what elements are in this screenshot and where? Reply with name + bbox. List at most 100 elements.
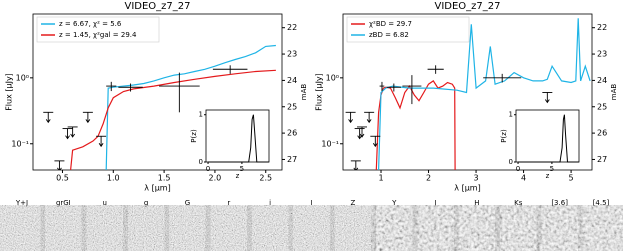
cutout-label: Y xyxy=(391,199,397,207)
cutout-image xyxy=(375,209,414,247)
plot-frame xyxy=(342,13,593,171)
pz-line xyxy=(208,114,269,163)
inset-x-label: z xyxy=(236,172,240,180)
cutout-label: J xyxy=(434,199,437,207)
y2-tick-label: 24 xyxy=(597,76,607,85)
cutout-image xyxy=(85,209,124,247)
sed-line xyxy=(375,80,456,170)
upper-limit-arrow xyxy=(85,112,91,124)
legend-label: χ²BD = 29.7 xyxy=(369,20,412,28)
legend-box xyxy=(346,16,470,43)
x-tick-label: 5 xyxy=(569,174,574,183)
cutout-label: H xyxy=(474,199,479,207)
inset-y-tick-label: 0 xyxy=(509,158,513,166)
sed-line xyxy=(105,44,276,170)
upper-limit-arrow xyxy=(366,112,372,124)
cutout-label: i xyxy=(269,199,271,207)
cutout-image xyxy=(582,209,620,247)
x-tick-label: 4 xyxy=(521,174,526,183)
upper-limit-arrow xyxy=(348,112,353,124)
inset-x-tick-label: 5 xyxy=(550,165,554,173)
cutout-image xyxy=(457,209,496,247)
cutout-image xyxy=(292,209,331,247)
chart-title: VIDEO_z7_27 xyxy=(434,1,500,12)
cutout-label: I xyxy=(310,199,312,207)
x-tick-label: 1.5 xyxy=(158,174,171,183)
cutout-image xyxy=(168,209,207,247)
y-tick-label: 10⁰ xyxy=(326,73,339,82)
x-tick-label: 2.5 xyxy=(259,174,272,183)
cutout-label: u xyxy=(102,199,106,207)
y2-tick-label: 25 xyxy=(287,102,297,111)
plot-area xyxy=(345,18,591,170)
inset-y-tick-label: 1 xyxy=(199,111,203,119)
legend-label: z = 6.67, χ² = 5.6 xyxy=(59,20,122,28)
cutout-label: G xyxy=(185,199,190,207)
inset-y-tick-label: 1 xyxy=(509,111,513,119)
x-tick-label: 1 xyxy=(378,174,383,183)
cutout-image xyxy=(44,209,83,247)
inset-x-tick-label: 0 xyxy=(516,165,520,173)
y2-axis-label: mAB xyxy=(300,84,308,101)
y2-tick-label: 24 xyxy=(287,76,297,85)
y2-tick-label: 23 xyxy=(287,50,297,59)
cutout-image xyxy=(333,209,372,247)
inset-x-tick-label: 0 xyxy=(206,165,210,173)
sed-line xyxy=(70,69,276,170)
upper-limit-arrow xyxy=(45,112,51,124)
inset-y-label: P(z) xyxy=(500,129,508,143)
cutout-image xyxy=(540,209,579,247)
x-tick-label: 3 xyxy=(474,174,479,183)
y2-tick-label: 25 xyxy=(597,102,607,111)
upper-limit-arrow xyxy=(353,160,359,170)
inset-frame xyxy=(205,109,270,163)
x-axis-label: λ [μm] xyxy=(454,184,480,193)
legend-box xyxy=(36,16,160,43)
y2-tick-label: 22 xyxy=(597,23,607,32)
upper-limit-arrow xyxy=(544,92,550,104)
x-tick-label: 2 xyxy=(426,174,431,183)
y2-tick-label: 26 xyxy=(597,129,607,138)
legend-label: z = 1.45, χ²gal = 29.4 xyxy=(59,31,137,39)
upper-limit-arrow xyxy=(98,136,104,148)
cutout-label: Y+J xyxy=(15,199,28,207)
x-tick-label: 0.5 xyxy=(56,174,69,183)
upper-limit-arrow xyxy=(359,126,365,138)
cutout-label: r xyxy=(227,199,230,207)
y-tick-label: 10⁻¹ xyxy=(321,139,339,148)
x-tick-label: 2.0 xyxy=(209,174,222,183)
upper-limit-arrow xyxy=(357,128,363,140)
upper-limit-arrow xyxy=(65,128,70,140)
inset-frame xyxy=(515,109,580,163)
cutout-label: Z xyxy=(350,199,355,207)
sed-line xyxy=(378,18,591,170)
y-tick-label: 10⁰ xyxy=(16,73,29,82)
y2-tick-label: 27 xyxy=(597,155,607,164)
chart-title: VIDEO_z7_27 xyxy=(124,1,190,12)
cutout-image xyxy=(251,209,290,247)
pz-line xyxy=(518,114,579,163)
legend-label: zBD = 6.82 xyxy=(369,31,409,39)
cutout-label: Ks xyxy=(514,199,523,207)
y-tick-label: 10⁻¹ xyxy=(11,139,29,148)
cutout-label: grGI xyxy=(56,199,71,207)
y-axis-label: Flux [μJy] xyxy=(5,73,14,111)
x-tick-label: 1.0 xyxy=(107,174,120,183)
cutout-label: [4.5] xyxy=(593,199,610,207)
cutout-image xyxy=(3,209,41,247)
cutout-image xyxy=(499,209,538,247)
y2-tick-label: 26 xyxy=(287,129,297,138)
cutout-image xyxy=(127,209,166,247)
cutout-label: g xyxy=(144,199,148,207)
cutout-label: [3.6] xyxy=(551,199,568,207)
upper-limit-arrow xyxy=(57,160,62,170)
inset-x-label: z xyxy=(546,172,550,180)
upper-limit-arrow xyxy=(70,126,76,138)
plot-area xyxy=(43,44,276,170)
plot-frame xyxy=(32,13,283,171)
y2-axis-label: mAB xyxy=(610,84,618,101)
upper-limit-arrow xyxy=(372,136,378,148)
inset-y-label: P(z) xyxy=(190,129,198,143)
cutout-image xyxy=(209,209,248,247)
